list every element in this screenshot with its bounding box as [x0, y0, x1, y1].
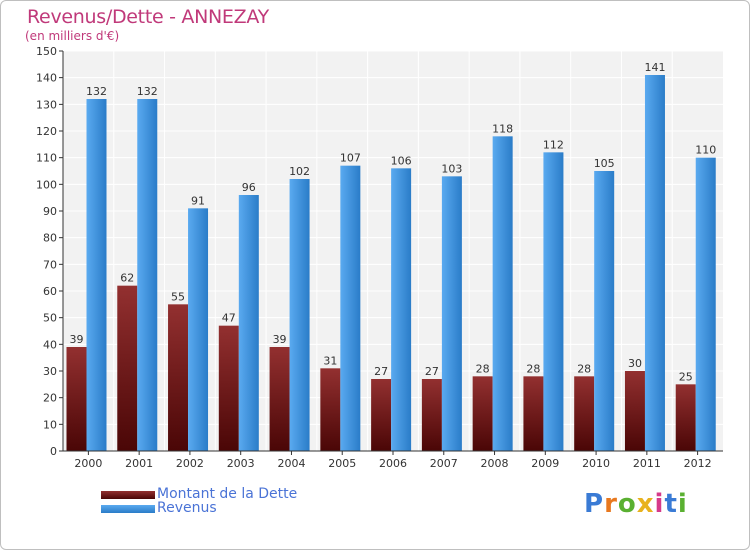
- x-tick-label: 2007: [430, 457, 458, 470]
- data-label-revenus: 102: [289, 165, 310, 178]
- x-tick-label: 2001: [125, 457, 153, 470]
- data-label-revenus: 110: [695, 144, 716, 157]
- logo-letter: r: [604, 489, 618, 519]
- proxiti-logo: Proxiti: [584, 489, 688, 519]
- data-label-revenus: 105: [594, 157, 615, 170]
- data-label-revenus: 132: [86, 85, 107, 98]
- data-label-dette: 39: [70, 333, 84, 346]
- y-tick-label: 110: [36, 152, 57, 165]
- data-label-dette: 28: [577, 362, 591, 375]
- data-label-revenus: 103: [441, 162, 462, 175]
- bar-dette: [218, 325, 239, 451]
- bar-dette: [269, 347, 290, 451]
- y-tick-label: 70: [43, 258, 57, 271]
- y-tick-label: 120: [36, 125, 57, 138]
- data-label-dette: 62: [120, 272, 134, 285]
- bar-revenus: [340, 165, 361, 451]
- logo-letter: t: [664, 489, 678, 519]
- bar-revenus: [492, 136, 513, 452]
- x-tick-label: 2000: [74, 457, 102, 470]
- data-label-revenus: 132: [137, 85, 158, 98]
- y-tick-label: 20: [43, 392, 57, 405]
- bar-dette: [472, 376, 493, 451]
- data-label-dette: 28: [476, 362, 490, 375]
- logo-letter: i: [677, 489, 688, 519]
- y-tick-label: 90: [43, 205, 57, 218]
- y-tick-label: 100: [36, 178, 57, 191]
- y-tick-label: 60: [43, 285, 57, 298]
- legend-swatch-dette: [101, 491, 155, 499]
- data-label-dette: 47: [222, 312, 236, 325]
- legend-swatch-revenus: [101, 505, 155, 513]
- x-tick-label: 2010: [582, 457, 610, 470]
- y-tick-label: 10: [43, 418, 57, 431]
- bar-revenus: [86, 99, 107, 451]
- x-tick-label: 2012: [684, 457, 712, 470]
- bar-dette: [523, 376, 544, 451]
- bar-dette: [421, 379, 442, 451]
- y-tick-label: 50: [43, 312, 57, 325]
- data-label-dette: 27: [374, 365, 388, 378]
- y-tick-label: 0: [50, 445, 57, 458]
- data-label-dette: 30: [628, 357, 642, 370]
- bar-dette: [675, 384, 696, 451]
- bar-dette: [66, 347, 87, 451]
- bar-dette: [574, 376, 595, 451]
- bar-dette: [320, 368, 341, 451]
- y-tick-label: 150: [36, 45, 57, 58]
- bar-revenus: [137, 99, 158, 451]
- bar-revenus: [695, 157, 716, 451]
- data-label-revenus: 96: [242, 181, 256, 194]
- data-label-dette: 28: [526, 362, 540, 375]
- x-tick-label: 2004: [277, 457, 305, 470]
- data-label-revenus: 118: [492, 122, 513, 135]
- chart-title: Revenus/Dette - ANNEZAY: [27, 6, 269, 28]
- y-tick-label: 30: [43, 365, 57, 378]
- x-tick-label: 2003: [227, 457, 255, 470]
- legend-label-dette: Montant de la Dette: [157, 486, 298, 502]
- bar-dette: [371, 379, 392, 451]
- legend-label-revenus: Revenus: [157, 500, 217, 516]
- bar-revenus: [188, 208, 209, 451]
- chart-subtitle: (en milliers d'€): [25, 29, 120, 43]
- x-tick-label: 2008: [481, 457, 509, 470]
- x-tick-label: 2002: [176, 457, 204, 470]
- data-label-revenus: 107: [340, 152, 361, 165]
- bar-revenus: [391, 168, 412, 452]
- data-label-dette: 25: [679, 370, 693, 383]
- y-tick-label: 80: [43, 232, 57, 245]
- logo-letter: o: [617, 489, 637, 519]
- logo-letter: i: [654, 489, 665, 519]
- bar-dette: [117, 285, 138, 451]
- x-tick-label: 2006: [379, 457, 407, 470]
- data-label-dette: 55: [171, 290, 185, 303]
- y-tick-label: 40: [43, 338, 57, 351]
- bar-revenus: [289, 179, 310, 451]
- data-label-revenus: 91: [191, 194, 205, 207]
- x-tick-label: 2009: [531, 457, 559, 470]
- bar-revenus: [594, 171, 615, 451]
- logo-letter: P: [584, 489, 605, 519]
- data-label-dette: 39: [273, 333, 287, 346]
- x-tick-label: 2005: [328, 457, 356, 470]
- y-tick-label: 140: [36, 72, 57, 85]
- bar-revenus: [441, 176, 462, 452]
- y-tick-label: 130: [36, 98, 57, 111]
- data-label-revenus: 106: [391, 154, 412, 167]
- bar-revenus: [644, 75, 665, 451]
- bar-revenus: [238, 195, 259, 451]
- data-label-revenus: 112: [543, 138, 564, 151]
- data-label-dette: 27: [425, 365, 439, 378]
- logo-letter: x: [636, 489, 655, 519]
- data-label-dette: 31: [323, 354, 337, 367]
- bar-dette: [624, 371, 645, 451]
- x-tick-label: 2011: [633, 457, 661, 470]
- bar-revenus: [543, 152, 564, 452]
- bar-dette: [168, 304, 189, 451]
- data-label-revenus: 141: [644, 61, 665, 74]
